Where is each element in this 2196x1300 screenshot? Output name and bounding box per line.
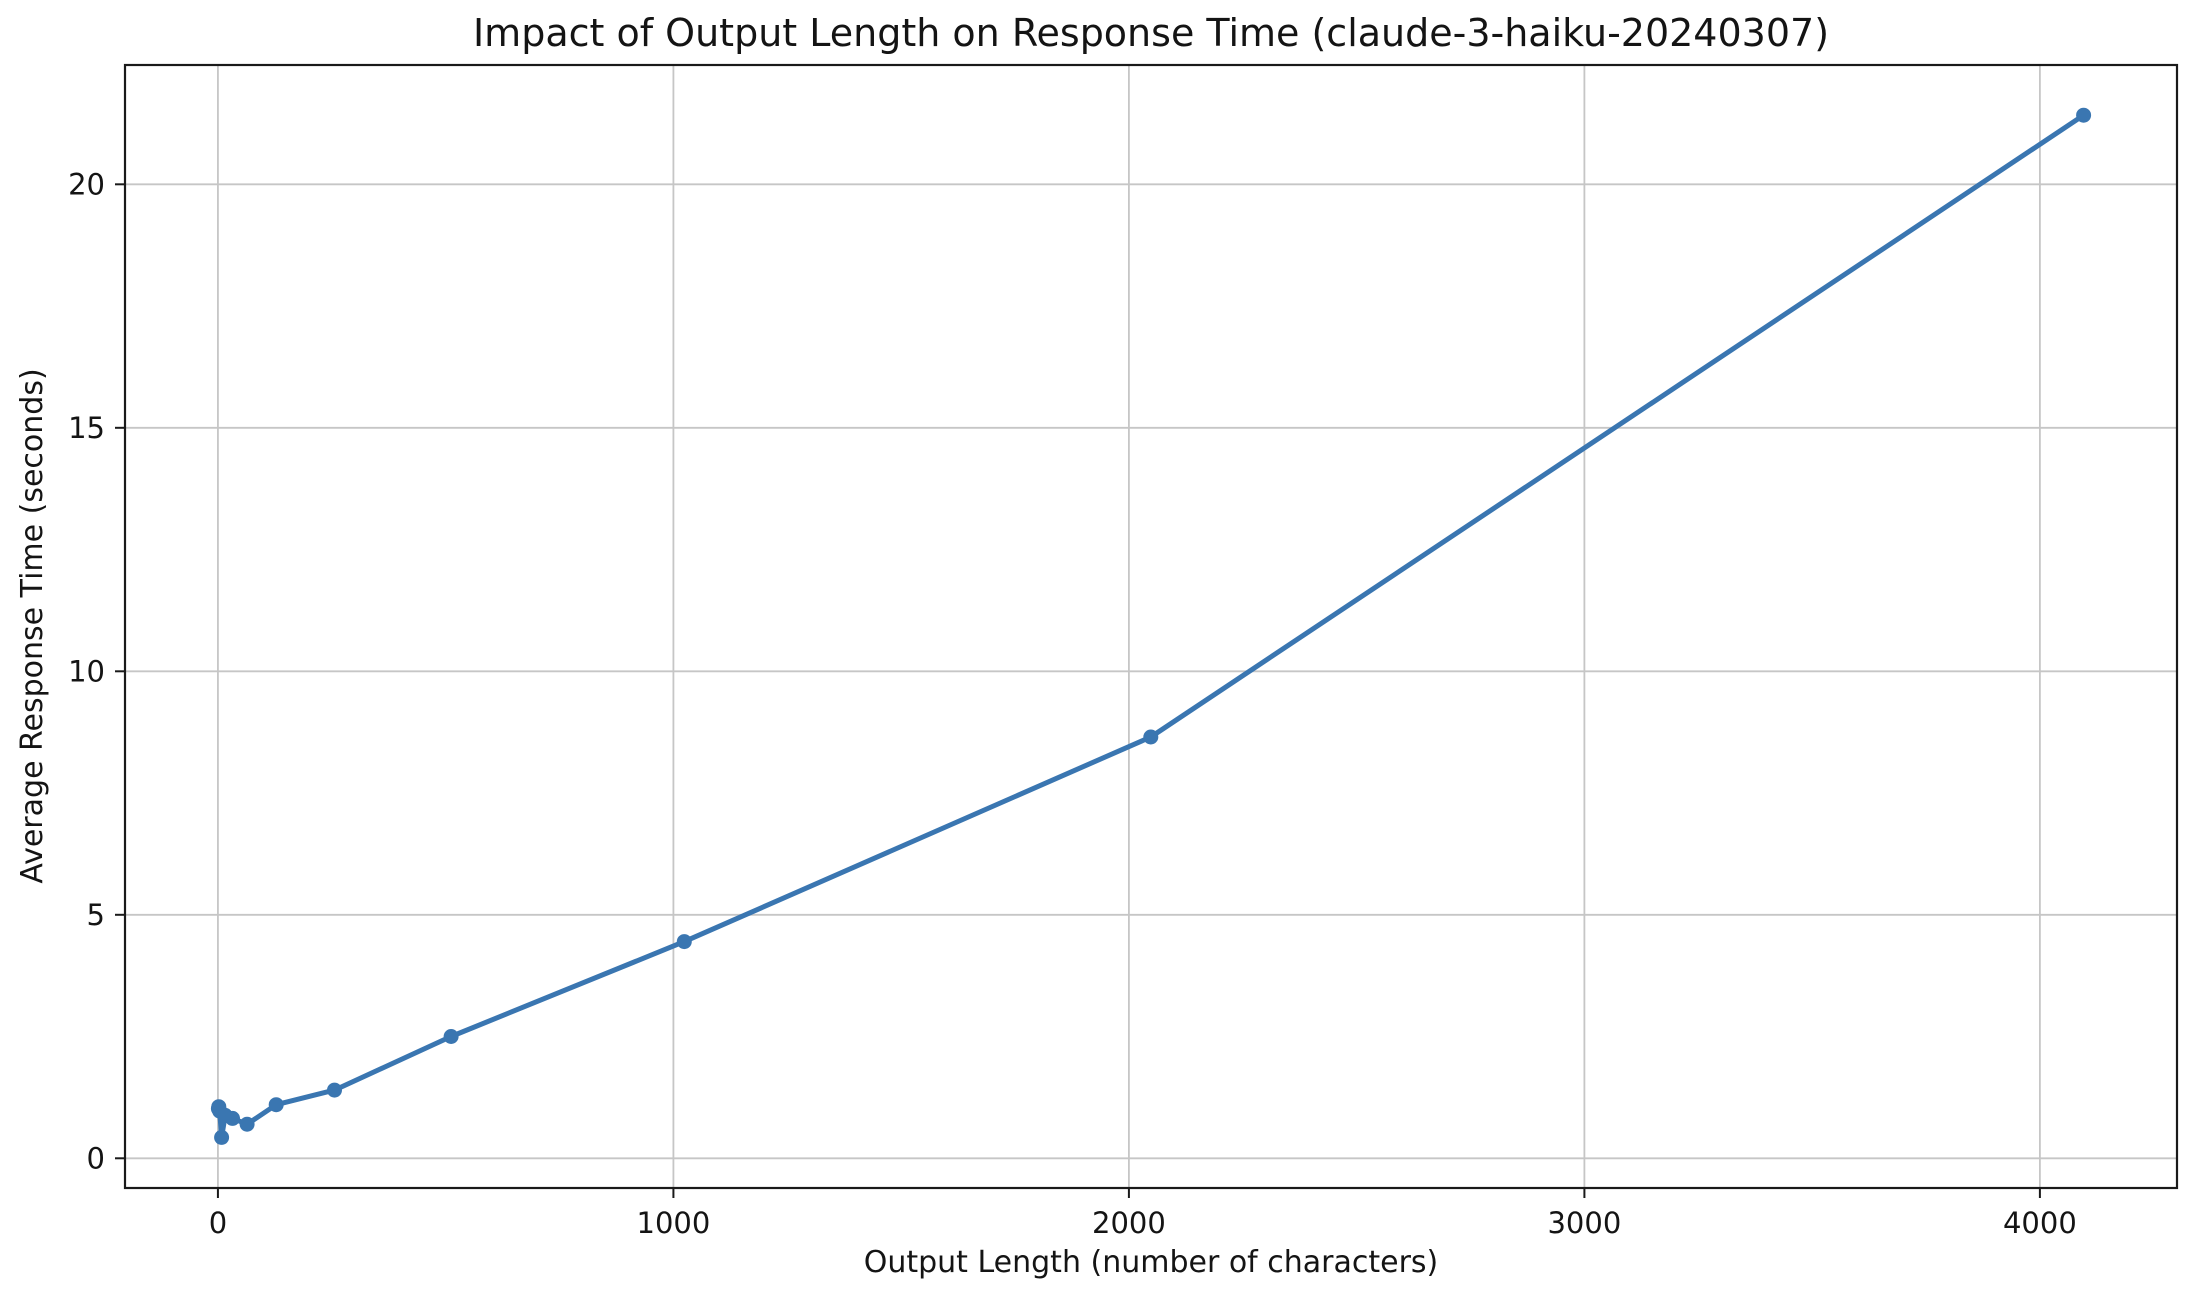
data-point	[1143, 729, 1159, 745]
tick-layer: 0 1000 2000 3000 4000 0 5 10 15 20	[68, 167, 2077, 1240]
y-tick-label: 20	[68, 167, 105, 201]
x-tick-label: 0	[209, 1206, 227, 1240]
data-point	[327, 1082, 342, 1098]
y-tick-label: 5	[87, 898, 105, 932]
data-point	[268, 1097, 284, 1113]
data-point	[214, 1129, 230, 1145]
data-point	[676, 934, 692, 950]
x-tick-label: 3000	[1547, 1206, 1621, 1240]
grid-layer	[125, 65, 2177, 1188]
y-tick-label: 10	[68, 654, 105, 688]
x-tick-label: 2000	[1092, 1206, 1166, 1240]
chart-title: Impact of Output Length on Response Time…	[473, 11, 1829, 55]
data-line	[215, 112, 2087, 1140]
data-point	[239, 1116, 255, 1132]
y-tick-label: 15	[68, 411, 105, 445]
y-tick-label: 0	[87, 1141, 105, 1175]
y-axis-label: Average Response Time (seconds)	[15, 368, 50, 883]
data-point	[2076, 107, 2092, 123]
data-point	[443, 1029, 459, 1044]
plot-border	[123, 63, 2179, 1190]
x-tick-label: 1000	[637, 1206, 711, 1240]
x-axis-label: Output Length (number of characters)	[864, 1245, 1439, 1280]
data-series-layer	[210, 107, 2092, 1145]
x-tick-label: 4000	[2003, 1206, 2077, 1240]
data-point	[225, 1110, 240, 1126]
